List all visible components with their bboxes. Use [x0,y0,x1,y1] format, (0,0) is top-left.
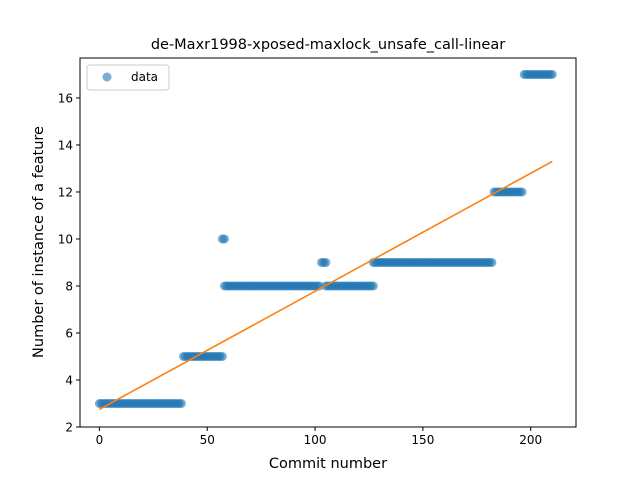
data-point [547,69,557,79]
data-point [321,257,331,267]
chart-title: de-Maxr1998-xposed-maxlock_unsafe_call-l… [151,37,505,53]
x-tick-label: 0 [96,433,104,447]
x-tick-label: 150 [411,433,434,447]
y-tick-label: 8 [65,279,73,293]
data-point [217,351,227,361]
data-point [517,187,527,197]
axis-ticks: 0 50 100 150 200 2 4 6 8 10 12 14 16 [58,91,542,447]
y-tick-label: 4 [65,373,73,387]
axes-frame [79,57,577,428]
y-axis-label: Number of instance of a feature [31,126,47,358]
y-tick-label: 14 [58,138,73,152]
data-point [368,281,378,291]
y-tick-label: 2 [65,421,73,435]
x-tick-label: 50 [200,433,215,447]
legend-label-data: data [131,70,158,84]
legend-marker-data [102,72,112,82]
y-tick-label: 10 [58,232,73,246]
legend-box [86,64,170,91]
x-tick-label: 200 [519,433,542,447]
y-tick-label: 12 [58,185,73,199]
fit-line [99,160,553,411]
data-point [487,257,497,267]
data-point [219,234,229,244]
y-tick-label: 6 [65,326,73,340]
y-tick-label: 16 [58,91,73,105]
plot-area [94,69,557,411]
x-axis-label: Commit number [269,456,387,472]
x-tick-label: 100 [304,433,327,447]
data-point [176,399,186,408]
legend: data [86,64,170,91]
